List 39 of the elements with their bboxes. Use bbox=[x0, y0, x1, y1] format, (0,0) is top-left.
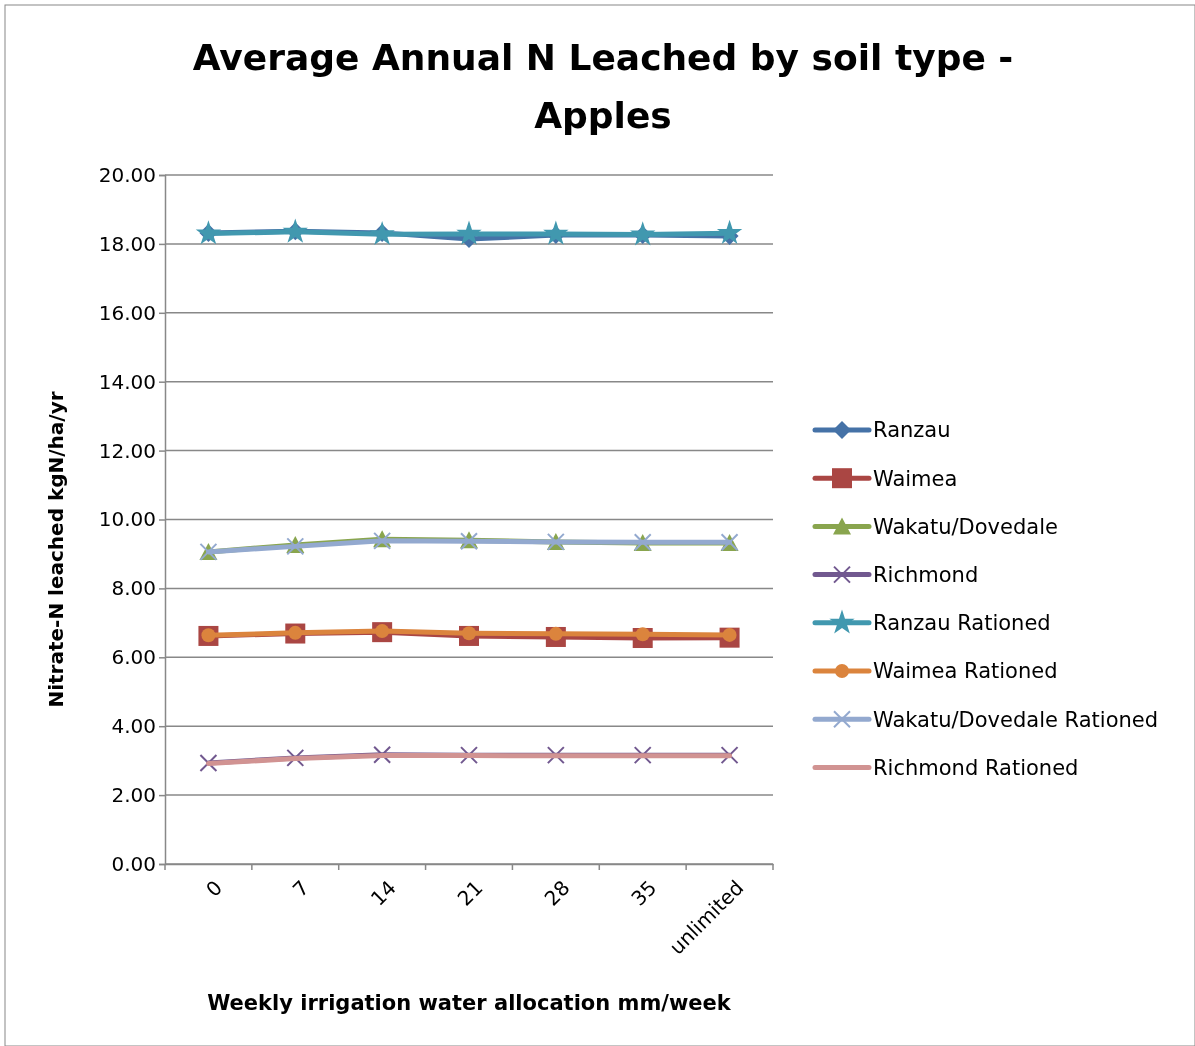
y-tick-label: 2.00 bbox=[111, 783, 156, 807]
y-tick-label: 10.00 bbox=[98, 507, 156, 532]
point bbox=[546, 746, 565, 765]
point bbox=[369, 220, 395, 246]
point bbox=[456, 220, 482, 245]
y-axis-title: Nitrate-N leached kgN/ha/yr bbox=[44, 391, 68, 708]
x-tick-label: 35 bbox=[626, 875, 662, 911]
legend-label: Waimea bbox=[873, 466, 958, 491]
point bbox=[720, 746, 739, 765]
chart-title: Average Annual N Leached by soil type - Apples bbox=[192, 37, 1014, 136]
y-tick-label: 8.00 bbox=[111, 576, 156, 601]
point bbox=[633, 746, 652, 765]
legend-label: Richmond bbox=[873, 562, 979, 587]
y-tick-label: 14.00 bbox=[98, 369, 156, 394]
y-tick-label: 16.00 bbox=[98, 300, 156, 325]
x-tick-label: 28 bbox=[539, 875, 575, 911]
x-axis-title: Weekly irrigation water allocation mm/week bbox=[207, 991, 732, 1015]
point bbox=[460, 746, 478, 765]
x-tick-label: 0 bbox=[201, 875, 228, 902]
y-tick-label: 6.00 bbox=[111, 645, 156, 670]
legend-label: Ranzau bbox=[873, 418, 951, 443]
point bbox=[630, 221, 656, 246]
legend-label: Wakatu/Dovedale bbox=[873, 514, 1058, 539]
x-tick-label: 14 bbox=[365, 875, 401, 911]
legend-label: Richmond Rationed bbox=[873, 755, 1079, 780]
y-tick-label: 18.00 bbox=[98, 231, 156, 256]
y-tick-label: 20.00 bbox=[98, 162, 156, 187]
point bbox=[373, 745, 392, 764]
x-tick-label: 21 bbox=[452, 875, 488, 911]
x-tick-label: 7 bbox=[287, 875, 314, 902]
legend-label: Wakatu/Dovedale Rationed bbox=[873, 707, 1159, 732]
y-tick-label: 4.00 bbox=[111, 714, 156, 739]
legend-label: Waimea Rationed bbox=[873, 659, 1058, 684]
legend-label: Ranzau Rationed bbox=[873, 611, 1051, 636]
y-tick-label: 12.00 bbox=[98, 438, 156, 463]
point bbox=[286, 748, 305, 767]
point bbox=[199, 754, 218, 773]
y-tick-label: 0.00 bbox=[111, 851, 156, 876]
point bbox=[716, 219, 743, 245]
